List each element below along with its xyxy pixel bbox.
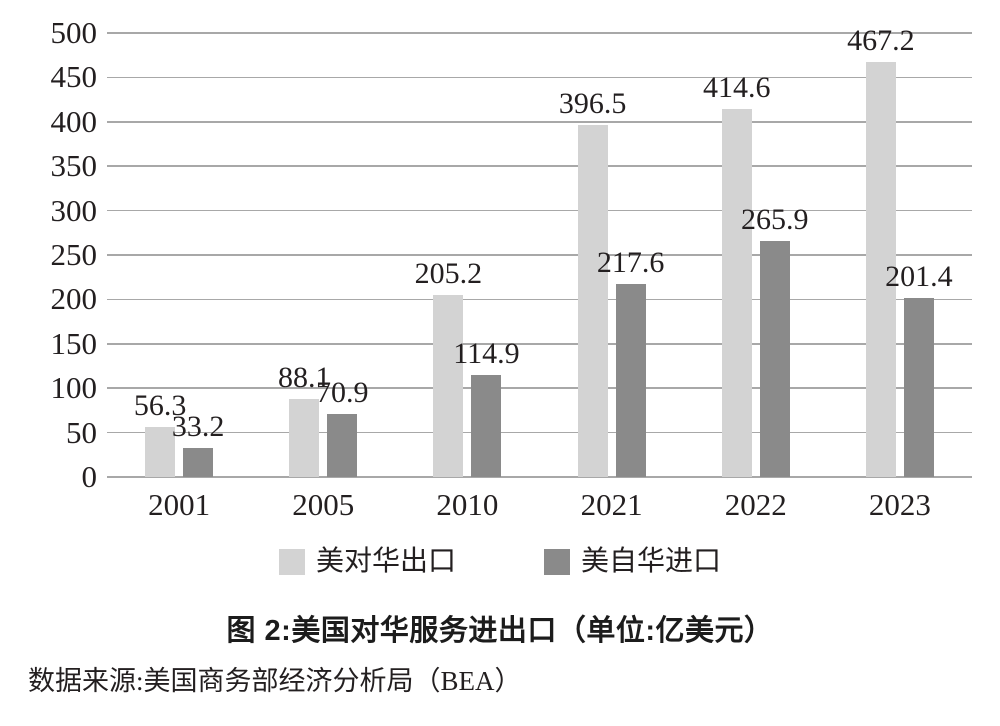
bar-imports-2005 <box>327 414 358 477</box>
source-note: 数据来源:美国商务部经济分析局（BEA） <box>28 666 522 696</box>
y-axis-tick-label: 350 <box>50 148 98 184</box>
bar-value-label: 467.2 <box>847 24 915 58</box>
gridline <box>107 343 972 345</box>
bar-value-label: 33.2 <box>171 409 225 443</box>
legend-item-imports: 美自华进口 <box>544 547 721 577</box>
chart-title: 图 2:美国对华服务进出口（单位:亿美元） <box>226 615 774 647</box>
y-axis-tick-label: 500 <box>50 15 98 50</box>
bar-imports-2021 <box>615 283 646 477</box>
bar-imports-2023 <box>903 298 934 477</box>
bar-imports-2022 <box>759 240 790 477</box>
y-axis-tick-label: 100 <box>50 370 98 406</box>
x-axis-tick-label: 2022 <box>724 487 787 522</box>
y-axis-tick-label: 400 <box>50 103 98 139</box>
gridline <box>107 209 972 212</box>
y-axis-tick-label: 300 <box>50 192 98 228</box>
bar-exports-2005 <box>289 398 320 477</box>
bar-value-label: 265.9 <box>741 202 809 236</box>
bar-value-label: 201.4 <box>885 260 953 294</box>
x-axis-tick-label: 2010 <box>436 487 499 522</box>
bar-exports-2021 <box>577 124 608 477</box>
y-axis-tick-label: 200 <box>50 281 98 317</box>
gridline <box>107 32 972 34</box>
bar-value-label: 414.6 <box>703 70 771 104</box>
gridline <box>107 121 972 123</box>
x-axis-tick-label: 2001 <box>148 487 211 522</box>
gridline <box>107 298 972 301</box>
gridline <box>107 76 972 79</box>
x-axis-tick-label: 2005 <box>292 487 355 522</box>
bar-imports-2010 <box>471 374 502 477</box>
gridline <box>107 431 972 434</box>
y-axis-tick-label: 50 <box>66 414 97 450</box>
legend-item-exports: 美对华出口 <box>278 546 456 577</box>
bar-value-label: 205.2 <box>414 256 483 290</box>
imports-swatch-icon <box>544 549 570 575</box>
bar-value-label: 70.9 <box>316 376 369 410</box>
bar-value-label: 56.3 <box>133 389 187 423</box>
gridline <box>107 165 972 167</box>
bar-value-label: 114.9 <box>453 336 520 370</box>
bar-value-label: 88.1 <box>278 360 331 394</box>
bar-exports-2001 <box>145 427 176 477</box>
bar-exports-2010 <box>433 294 464 477</box>
legend-label-exports: 美对华出口 <box>315 546 456 577</box>
y-axis-tick-label: 250 <box>50 237 98 272</box>
legend: 美对华出口 美自华进口 <box>0 547 1000 577</box>
exports-swatch-icon <box>278 549 305 575</box>
x-axis-tick-label: 2021 <box>580 487 643 522</box>
y-axis-tick-label: 0 <box>81 459 98 494</box>
bar-value-label: 217.6 <box>596 245 665 279</box>
x-axis-tick-label: 2023 <box>868 487 931 522</box>
gridline <box>107 387 972 389</box>
plot-area: 56.3 33.2 88.1 70.9 205.2 114.9 396.5 217.6 414.… <box>107 25 972 478</box>
gridline <box>107 254 972 256</box>
bar-exports-2023 <box>865 62 896 477</box>
legend-label-imports: 美自华进口 <box>581 546 722 577</box>
bar-value-label: 396.5 <box>558 86 627 120</box>
y-axis-tick-label: 450 <box>50 59 98 95</box>
bar-exports-2022 <box>721 108 752 477</box>
gridline <box>107 476 972 478</box>
bar-imports-2001 <box>183 447 214 477</box>
y-axis-tick-label: 150 <box>50 325 98 361</box>
